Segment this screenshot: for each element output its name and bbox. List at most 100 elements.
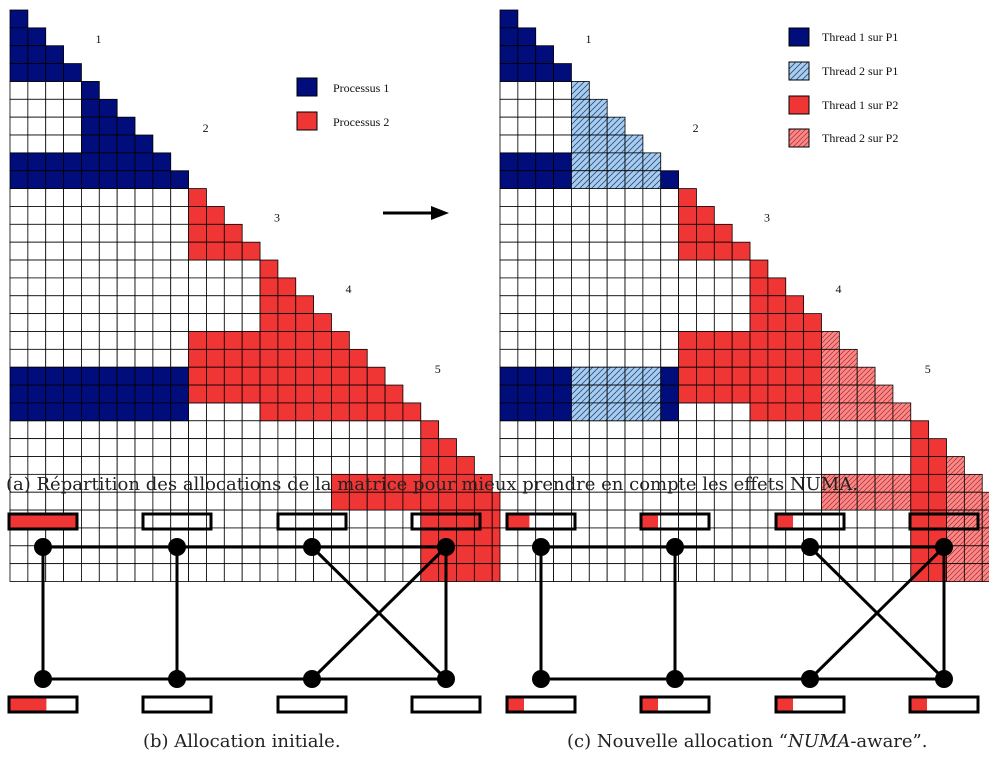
matrix-cell-empty [803, 456, 822, 475]
matrix-cell-empty [606, 241, 626, 261]
matrix-cell-empty [295, 420, 315, 440]
matrix-cell-p1-thread1 [98, 152, 118, 172]
numa-node [168, 538, 186, 556]
matrix-cell-empty [223, 420, 243, 440]
caption-a: (a) Répartition des allocations de la ma… [6, 474, 858, 495]
matrix-cell-empty [223, 456, 243, 475]
matrix-cell-empty [499, 134, 519, 154]
matrix-cell-empty [660, 456, 679, 475]
matrix-cell-empty [606, 527, 626, 547]
matrix-cell-empty [535, 456, 554, 475]
matrix-cell-empty [642, 527, 662, 547]
legend-swatch-thread2-p1 [788, 61, 810, 81]
matrix-cell-p2-thread1 [313, 366, 332, 386]
matrix-cell-p2-thread1 [928, 438, 947, 457]
matrix-cell-p2-thread1 [188, 331, 207, 350]
matrix-cell-empty [295, 563, 315, 582]
matrix-cell-empty [170, 348, 190, 368]
matrix-cell-empty [277, 456, 297, 475]
matrix-cell-empty [45, 313, 64, 332]
matrix-cell-empty [856, 456, 876, 475]
matrix-cell-empty [384, 456, 404, 475]
matrix-cell-empty [348, 420, 368, 440]
matrix-cell-empty [856, 563, 876, 582]
matrix-cell-empty [206, 277, 225, 297]
matrix-cell-empty [642, 331, 662, 350]
supernode-label-4: 4 [345, 282, 351, 296]
matrix-cell-empty [27, 259, 47, 279]
matrix-cell-empty [63, 206, 82, 225]
matrix-cell-empty [606, 295, 626, 315]
matrix-cell-empty [606, 188, 626, 207]
matrix-cell-empty [535, 563, 554, 582]
matrix-cell-empty [749, 438, 769, 457]
matrix-cell-p2-thread1 [241, 348, 261, 368]
matrix-cell-empty [571, 259, 590, 279]
matrix-cell-p1-thread1 [98, 134, 118, 154]
legend-swatch-processus-2 [296, 111, 318, 131]
matrix-cell-p2-thread1 [188, 206, 207, 225]
matrix-cell-p2-thread1 [713, 331, 733, 350]
matrix-cell-p2-thread1 [420, 563, 440, 582]
matrix-cell-empty [624, 420, 644, 440]
matrix-cell-p2-thread1 [731, 331, 751, 350]
matrix-cell-empty [713, 277, 733, 297]
matrix-cell-empty [152, 331, 172, 350]
matrix-cell-p2-thread1 [785, 348, 805, 368]
matrix-cell-empty [188, 402, 207, 422]
matrix-cell-empty [170, 295, 190, 315]
matrix-cell-empty [134, 331, 154, 350]
matrix-cell-empty [731, 295, 751, 315]
matrix-cell-p1-thread1 [27, 152, 47, 172]
matrix-cell-empty [206, 313, 225, 332]
matrix-cell-empty [553, 331, 572, 350]
matrix-cell-p2-thread1 [749, 313, 769, 332]
matrix-cell-p1-thread2 [606, 134, 626, 154]
matrix-cell-p1-thread1 [9, 152, 29, 172]
matrix-cell-p1-thread1 [45, 366, 64, 386]
matrix-cell-p1-thread2 [606, 170, 626, 190]
matrix-cell-empty [9, 277, 29, 297]
memory-bank [141, 512, 213, 531]
matrix-cell-empty [366, 438, 386, 457]
memory-fill [641, 514, 658, 529]
matrix-cell-p2-thread1 [223, 331, 243, 350]
supernode-label-5: 5 [435, 362, 441, 376]
matrix-cell-empty [366, 509, 386, 529]
matrix-cell-p2-thread1 [678, 223, 697, 243]
matrix-cell-p2-thread1 [910, 456, 930, 475]
matrix-cell-p2-thread1 [803, 331, 822, 350]
matrix-cell-p1-thread1 [81, 116, 100, 136]
matrix-cell-p2-thread1 [713, 241, 733, 261]
matrix-cell-empty [366, 456, 386, 475]
matrix-right: 1234567 [499, 9, 989, 582]
matrix-cell-empty [170, 241, 190, 261]
numa-node [801, 670, 819, 688]
matrix-cell-empty [535, 223, 554, 243]
matrix-cell-empty [206, 420, 225, 440]
matrix-cell-empty [606, 259, 626, 279]
matrix-cell-p1-thread1 [81, 384, 100, 404]
matrix-cell-p1-thread2 [571, 98, 590, 118]
matrix-cell-p2-thread1 [696, 384, 715, 404]
matrix-cell-p2-thread2 [981, 545, 989, 565]
matrix-cell-empty [874, 438, 894, 457]
matrix-cell-empty [81, 188, 100, 207]
matrix-cell-empty [660, 223, 679, 243]
matrix-cell-empty [553, 313, 572, 332]
matrix-cell-p1-thread2 [642, 152, 662, 172]
matrix-cell-empty [116, 527, 136, 547]
matrix-cell-empty [821, 527, 840, 547]
matrix-cell-empty [892, 527, 912, 547]
matrix-cell-p2-thread2 [874, 473, 894, 493]
matrix-cell-p2-thread1 [295, 366, 315, 386]
graph-numa-aware-allocation [505, 512, 980, 714]
matrix-cell-empty [588, 331, 608, 350]
memory-bank [774, 512, 846, 531]
matrix-cell-p2-thread1 [456, 456, 475, 475]
graph-edge [808, 545, 946, 681]
matrix-cell-empty [81, 331, 100, 350]
matrix-cell-p2-thread1 [259, 313, 279, 332]
matrix-cell-p1-thread2 [642, 170, 662, 190]
matrix-cell-empty [553, 295, 572, 315]
